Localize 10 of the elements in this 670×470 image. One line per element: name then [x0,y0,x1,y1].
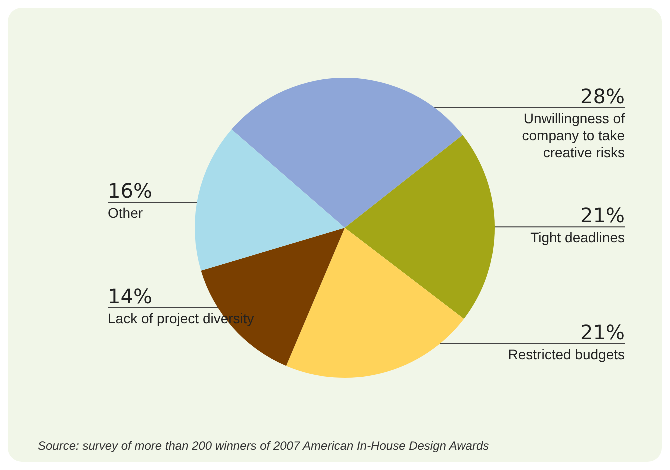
slice-label: Other [108,205,144,222]
data-label: 14% [108,284,152,308]
slice-label: Restricted budgets [508,346,625,363]
slice-label: Tight deadlines [530,230,625,246]
source-note: Source: survey of more than 200 winners of 2007 American In-House Design Awards [38,439,490,453]
data-label: 21% [580,320,625,345]
data-label: 21% [580,204,625,228]
data-label: 16% [108,179,152,204]
slice-label: Unwillingness of company to take creative risks [522,110,626,161]
data-label: 28% [580,84,625,109]
